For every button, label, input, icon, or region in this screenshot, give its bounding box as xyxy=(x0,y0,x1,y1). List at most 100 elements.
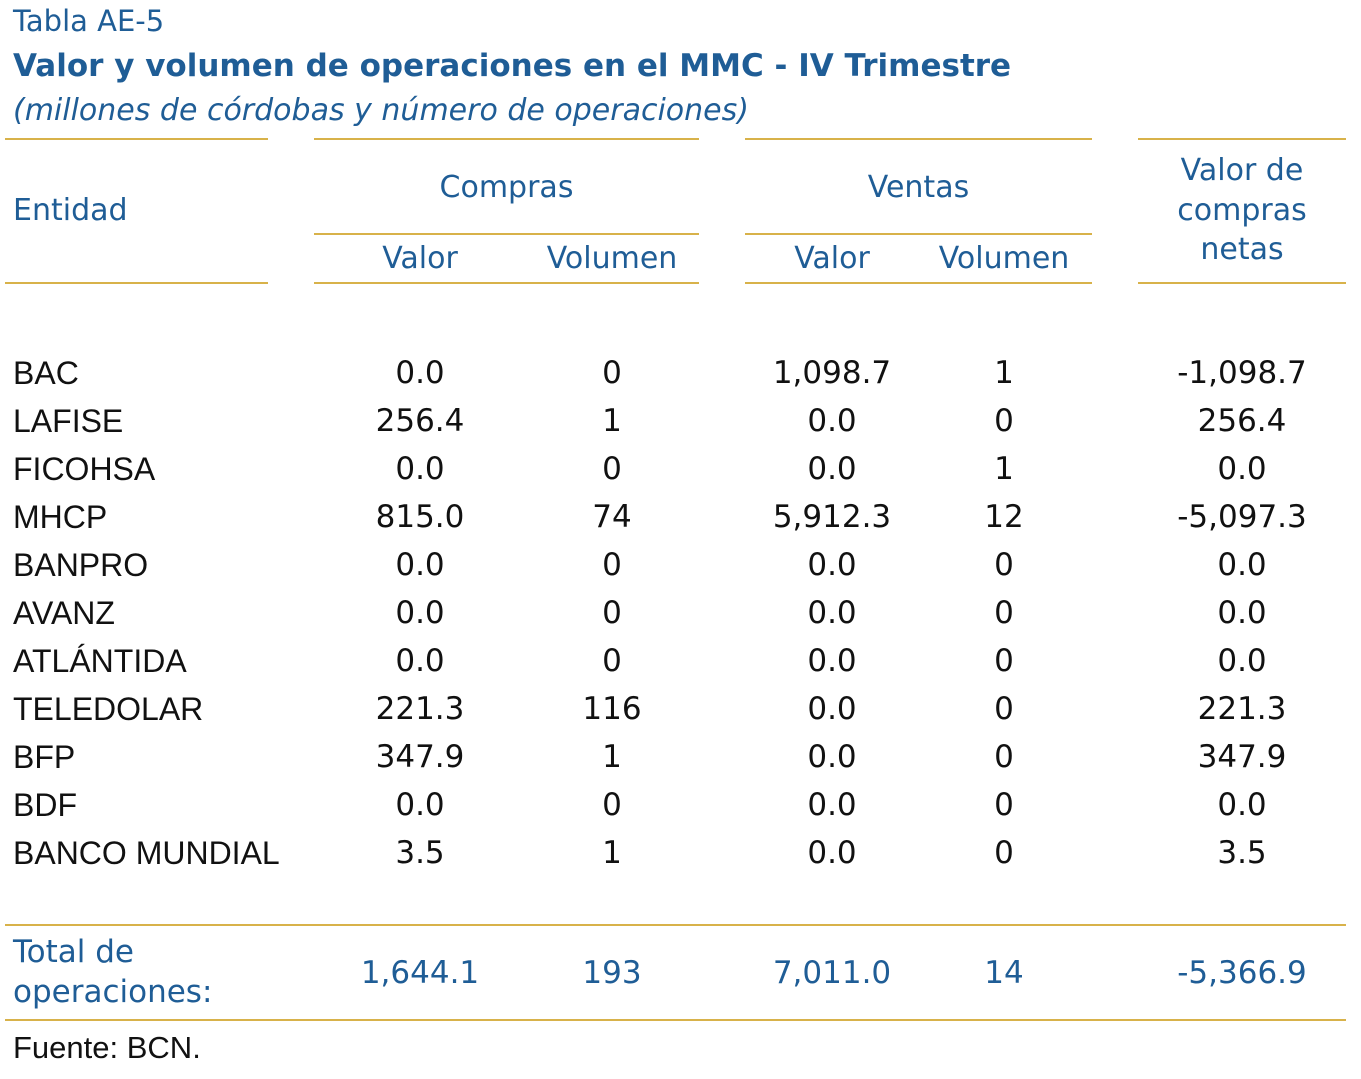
cell-ventas-volumen: 0 xyxy=(994,835,1014,871)
cell-compras-volumen: 0 xyxy=(602,547,622,583)
cell-ventas-volumen: 0 xyxy=(994,403,1014,439)
cell-ventas-volumen: 0 xyxy=(994,595,1014,631)
cell-ventas-valor: 0.0 xyxy=(807,739,857,775)
total-compras-volumen: 193 xyxy=(582,955,642,991)
cell-compras-valor: 221.3 xyxy=(375,691,465,727)
cell-entidad: LAFISE xyxy=(13,403,124,439)
table-title: Valor y volumen de operaciones en el MMC… xyxy=(13,48,1012,84)
cell-ventas-volumen: 0 xyxy=(994,547,1014,583)
cell-entidad: BANPRO xyxy=(13,547,149,583)
cell-entidad: TELEDOLAR xyxy=(13,691,204,727)
cell-ventas-volumen: 12 xyxy=(984,499,1024,535)
total-compras-valor: 1,644.1 xyxy=(360,955,480,991)
table-label: Tabla AE-5 xyxy=(13,4,165,38)
table-row: MHCP 815.0 74 5,912.3 12 -5,097.3 xyxy=(0,499,1361,547)
cell-entidad: BAC xyxy=(13,355,79,391)
rule-total-bottom xyxy=(5,1019,1346,1021)
header-compras: Compras xyxy=(439,170,574,205)
cell-ventas-valor: 1,098.7 xyxy=(772,355,892,391)
cell-ventas-valor: 0.0 xyxy=(807,595,857,631)
cell-entidad: FICOHSA xyxy=(13,451,156,487)
cell-compras-volumen: 0 xyxy=(602,595,622,631)
cell-ventas-volumen: 0 xyxy=(994,787,1014,823)
cell-netas: -5,097.3 xyxy=(1177,499,1307,535)
cell-netas: 3.5 xyxy=(1217,835,1267,871)
cell-ventas-valor: 0.0 xyxy=(807,403,857,439)
table-row: BAC 0.0 0 1,098.7 1 -1,098.7 xyxy=(0,355,1361,403)
cell-ventas-valor: 5,912.3 xyxy=(772,499,892,535)
rule-top-entidad xyxy=(5,138,268,140)
cell-entidad: AVANZ xyxy=(13,595,115,631)
header-netas-line3: netas xyxy=(1200,232,1284,267)
rule-hdr-netas xyxy=(1138,282,1346,284)
table-row: TELEDOLAR 221.3 116 0.0 0 221.3 xyxy=(0,691,1361,739)
header-netas-line2: compras xyxy=(1177,193,1307,228)
total-netas: -5,366.9 xyxy=(1177,955,1307,991)
cell-netas: 347.9 xyxy=(1197,739,1287,775)
cell-compras-volumen: 1 xyxy=(602,739,622,775)
header-compras-valor: Valor xyxy=(382,241,458,276)
table-row: BANPRO 0.0 0 0.0 0 0.0 xyxy=(0,547,1361,595)
cell-netas: -1,098.7 xyxy=(1177,355,1307,391)
cell-ventas-volumen: 0 xyxy=(994,739,1014,775)
cell-compras-valor: 0.0 xyxy=(395,643,445,679)
table-row: BDF 0.0 0 0.0 0 0.0 xyxy=(0,787,1361,835)
cell-ventas-volumen: 1 xyxy=(994,355,1014,391)
header-compras-volumen: Volumen xyxy=(546,241,678,276)
table-row: ATLÁNTIDA 0.0 0 0.0 0 0.0 xyxy=(0,643,1361,691)
cell-ventas-volumen: 0 xyxy=(994,643,1014,679)
cell-compras-valor: 0.0 xyxy=(395,787,445,823)
cell-ventas-valor: 0.0 xyxy=(807,691,857,727)
header-ventas-volumen: Volumen xyxy=(938,241,1070,276)
rule-hdr-entidad xyxy=(5,282,268,284)
cell-compras-valor: 0.0 xyxy=(395,451,445,487)
cell-compras-volumen: 116 xyxy=(582,691,642,727)
cell-netas: 221.3 xyxy=(1197,691,1287,727)
rule-mid-compras xyxy=(314,233,699,235)
table-row: LAFISE 256.4 1 0.0 0 256.4 xyxy=(0,403,1361,451)
cell-compras-volumen: 0 xyxy=(602,643,622,679)
cell-ventas-valor: 0.0 xyxy=(807,451,857,487)
cell-compras-valor: 0.0 xyxy=(395,595,445,631)
cell-ventas-valor: 0.0 xyxy=(807,547,857,583)
cell-ventas-valor: 0.0 xyxy=(807,643,857,679)
cell-compras-valor: 3.5 xyxy=(395,835,445,871)
cell-ventas-volumen: 1 xyxy=(994,451,1014,487)
cell-netas: 0.0 xyxy=(1217,787,1267,823)
cell-ventas-valor: 0.0 xyxy=(807,835,857,871)
cell-compras-volumen: 1 xyxy=(602,835,622,871)
table-row: BFP 347.9 1 0.0 0 347.9 xyxy=(0,739,1361,787)
source-note: Fuente: BCN. xyxy=(13,1030,201,1065)
header-netas-line1: Valor de xyxy=(1180,153,1304,188)
total-label-line1: Total de xyxy=(13,934,135,970)
cell-entidad: BFP xyxy=(13,739,76,775)
cell-compras-valor: 0.0 xyxy=(395,355,445,391)
cell-compras-volumen: 0 xyxy=(602,787,622,823)
cell-entidad: MHCP xyxy=(13,499,108,535)
table-row: BANCO MUNDIAL 3.5 1 0.0 0 3.5 xyxy=(0,835,1361,883)
rule-hdr-ventas xyxy=(745,282,1092,284)
cell-ventas-volumen: 0 xyxy=(994,691,1014,727)
cell-compras-volumen: 1 xyxy=(602,403,622,439)
cell-compras-volumen: 0 xyxy=(602,355,622,391)
cell-netas: 0.0 xyxy=(1217,547,1267,583)
header-ventas-valor: Valor xyxy=(794,241,870,276)
rule-total-top xyxy=(5,924,1346,926)
rule-mid-ventas xyxy=(745,233,1092,235)
rule-top-compras xyxy=(314,138,699,140)
total-label-line2: operaciones: xyxy=(13,974,213,1010)
cell-compras-valor: 347.9 xyxy=(375,739,465,775)
table-row: FICOHSA 0.0 0 0.0 1 0.0 xyxy=(0,451,1361,499)
cell-ventas-valor: 0.0 xyxy=(807,787,857,823)
cell-netas: 0.0 xyxy=(1217,643,1267,679)
header-entidad: Entidad xyxy=(13,193,128,228)
table-row: AVANZ 0.0 0 0.0 0 0.0 xyxy=(0,595,1361,643)
cell-entidad: BDF xyxy=(13,787,77,823)
total-ventas-volumen: 14 xyxy=(984,955,1024,991)
cell-compras-volumen: 0 xyxy=(602,451,622,487)
rule-hdr-compras xyxy=(314,282,699,284)
cell-compras-valor: 256.4 xyxy=(375,403,465,439)
cell-entidad: ATLÁNTIDA xyxy=(13,643,187,679)
rule-top-ventas xyxy=(745,138,1092,140)
total-ventas-valor: 7,011.0 xyxy=(772,955,892,991)
